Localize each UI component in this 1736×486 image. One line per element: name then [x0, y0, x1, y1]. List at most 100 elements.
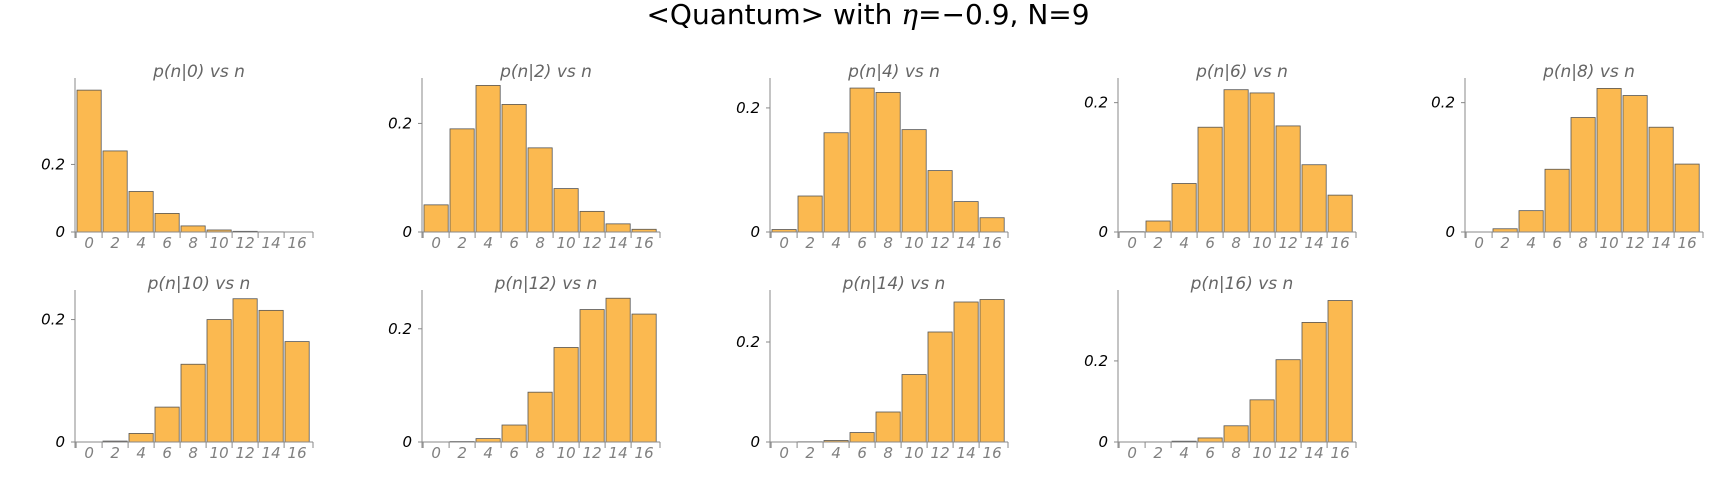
x-tick-label: 4 [1526, 234, 1536, 252]
x-tick-label: 6 [1552, 234, 1562, 252]
x-tick-label: 0 [431, 234, 441, 252]
panel-title: p(n|2) vs n [499, 62, 592, 82]
bar-8 [1223, 89, 1249, 233]
panel-title: p(n|8) vs n [1542, 62, 1635, 82]
y-tick-label: 0.2 [1084, 352, 1108, 370]
bar-12 [1622, 95, 1648, 233]
x-tick-label: 0 [431, 444, 441, 462]
x-tick-label: 0 [1127, 444, 1137, 462]
x-tick-label: 2 [110, 234, 120, 252]
x-tick-label: 8 [1231, 444, 1241, 462]
bar-6 [1197, 437, 1223, 443]
y-tick-label: 0 [750, 433, 760, 451]
x-tick-label: 4 [1179, 444, 1189, 462]
bar-8 [1570, 117, 1596, 233]
panel-title: p(n|0) vs n [152, 62, 245, 82]
x-tick-label: 14 [1305, 444, 1324, 462]
bar-0 [76, 89, 102, 233]
x-tick-label: 14 [262, 234, 281, 252]
x-tick-label: 8 [188, 234, 198, 252]
y-tick-label: 0.2 [736, 99, 760, 117]
bar-6 [1197, 126, 1223, 233]
x-tick-label: 12 [583, 444, 602, 462]
panel-title: p(n|16) vs n [1190, 274, 1294, 294]
bar-6 [154, 213, 180, 233]
bar-16 [1327, 194, 1353, 233]
bar-10 [553, 347, 579, 443]
bar-8 [875, 92, 901, 233]
panel-title: p(n|14) vs n [842, 274, 946, 294]
x-tick-label: 16 [1331, 444, 1350, 462]
x-tick-label: 0 [1474, 234, 1484, 252]
bar-14 [953, 301, 979, 443]
x-tick-label: 12 [236, 234, 255, 252]
x-tick-label: 4 [136, 234, 146, 252]
x-tick-label: 2 [457, 444, 467, 462]
x-tick-label: 6 [857, 234, 867, 252]
bar-4 [128, 433, 154, 443]
bar-4 [128, 191, 154, 233]
bar-12 [579, 309, 605, 443]
bar-16 [1327, 300, 1353, 443]
bar-12 [927, 170, 953, 233]
y-tick-label: 0.2 [736, 333, 760, 351]
x-tick-label: 12 [931, 234, 950, 252]
y-tick-label: 0 [55, 223, 65, 241]
bar-14 [605, 223, 631, 233]
bar-12 [927, 331, 953, 443]
x-tick-label: 6 [162, 234, 172, 252]
x-tick-label: 14 [957, 234, 976, 252]
title-eta-symbol: η [901, 0, 919, 31]
x-tick-label: 12 [1626, 234, 1645, 252]
x-tick-label: 8 [883, 234, 893, 252]
x-tick-label: 16 [1678, 234, 1697, 252]
bar-8 [180, 363, 206, 443]
x-tick-label: 16 [288, 234, 307, 252]
x-tick-label: 10 [557, 444, 576, 462]
bar-14 [258, 309, 284, 443]
bar-14 [1301, 322, 1327, 443]
x-tick-label: 6 [162, 444, 172, 462]
y-tick-label: 0.2 [41, 155, 65, 173]
bar-10 [901, 129, 927, 233]
x-tick-label: 6 [509, 444, 519, 462]
x-tick-label: 10 [905, 234, 924, 252]
y-tick-label: 0 [55, 433, 65, 451]
y-tick-label: 0 [1098, 433, 1108, 451]
bar-16 [979, 299, 1005, 443]
bar-6 [501, 104, 527, 233]
bar-14 [1648, 126, 1674, 233]
x-tick-label: 16 [983, 234, 1002, 252]
bar-16 [1674, 163, 1700, 233]
x-tick-label: 8 [1231, 234, 1241, 252]
x-tick-label: 2 [805, 234, 815, 252]
x-tick-label: 0 [779, 444, 789, 462]
bar-10 [1249, 92, 1275, 233]
bar-8 [527, 391, 553, 443]
bar-8 [180, 225, 206, 233]
y-tick-label: 0 [402, 223, 412, 241]
bar-0 [423, 204, 449, 233]
x-tick-label: 14 [609, 444, 628, 462]
x-tick-label: 2 [1153, 234, 1163, 252]
x-tick-label: 10 [210, 444, 229, 462]
panel-title: p(n|12) vs n [494, 274, 598, 294]
bar-2 [102, 150, 128, 233]
bar-10 [901, 374, 927, 443]
bar-12 [579, 210, 605, 233]
x-tick-label: 6 [1205, 444, 1215, 462]
bar-12 [232, 298, 258, 443]
x-tick-label: 10 [1253, 234, 1272, 252]
panel-title: p(n|4) vs n [847, 62, 940, 82]
y-tick-label: 0.2 [1431, 94, 1455, 112]
bar-2 [797, 195, 823, 233]
x-tick-label: 16 [288, 444, 307, 462]
chart-title: <Quantum> with η=−0.9, N=9 [0, 0, 1736, 30]
